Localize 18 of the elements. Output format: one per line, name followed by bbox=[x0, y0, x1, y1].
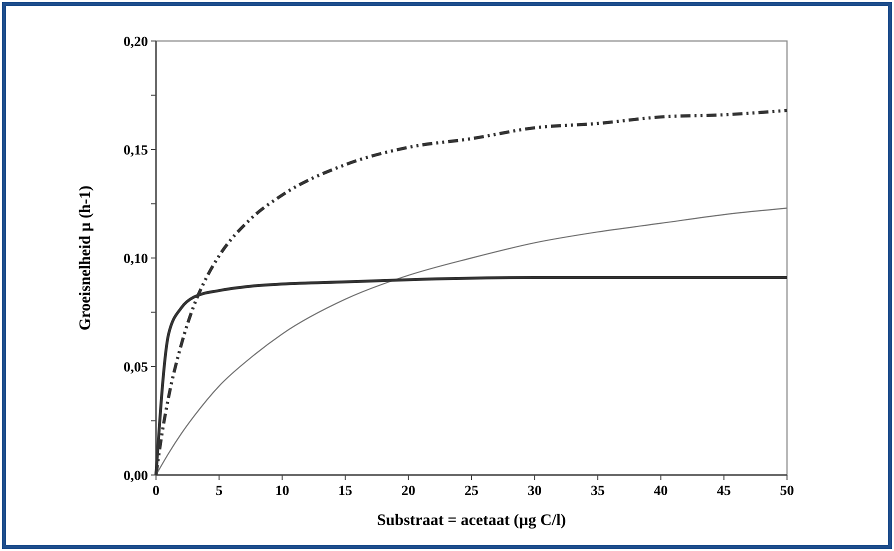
x-tick-label: 50 bbox=[780, 484, 794, 499]
x-tick-label: 5 bbox=[216, 484, 223, 499]
x-tick-label: 45 bbox=[716, 484, 731, 499]
y-tick-label: 0,05 bbox=[124, 360, 148, 376]
y-tick-label: 0,10 bbox=[124, 252, 148, 267]
x-tick-label: 0 bbox=[152, 484, 160, 499]
x-axis-title: Substraat = acetaat (µg C/l) bbox=[377, 512, 566, 529]
x-tick-label: 40 bbox=[654, 484, 668, 499]
x-tick-label: 30 bbox=[528, 484, 542, 499]
x-tick-label: 25 bbox=[464, 484, 478, 499]
y-tick-label: 0,20 bbox=[124, 35, 148, 50]
x-tick-label: 20 bbox=[401, 484, 416, 499]
x-tick-label: 10 bbox=[275, 484, 290, 499]
y-tick-label: 0,00 bbox=[124, 469, 148, 484]
y-tick-label: 0,15 bbox=[124, 144, 148, 158]
y-axis-title: Groeisnelheid µ (h-1) bbox=[77, 186, 94, 330]
x-tick-label: 15 bbox=[338, 484, 352, 499]
x-tick-label: 35 bbox=[590, 484, 605, 499]
